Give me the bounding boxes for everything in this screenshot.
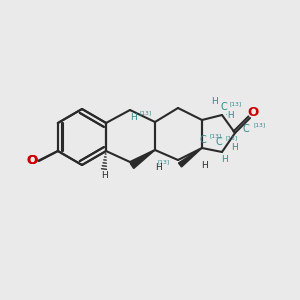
- Text: H: H: [100, 171, 107, 180]
- Polygon shape: [130, 150, 155, 169]
- Text: [13]: [13]: [226, 136, 238, 140]
- Text: [13]: [13]: [230, 101, 242, 106]
- Text: C: C: [216, 137, 222, 147]
- Text: H: H: [154, 163, 161, 172]
- Text: H: H: [231, 143, 237, 152]
- Text: C: C: [200, 135, 206, 145]
- Text: [13]: [13]: [139, 110, 151, 116]
- Text: C: C: [220, 102, 227, 112]
- Polygon shape: [178, 148, 202, 167]
- Text: O: O: [248, 106, 259, 119]
- Text: [13]: [13]: [157, 160, 169, 164]
- Text: O: O: [26, 154, 38, 167]
- Text: H: H: [202, 161, 208, 170]
- Text: H: H: [130, 112, 137, 122]
- Text: ·H: ·H: [225, 112, 235, 121]
- Text: [13]: [13]: [253, 122, 265, 128]
- Text: H: H: [222, 154, 228, 164]
- Text: H: H: [211, 97, 218, 106]
- Text: [13]: [13]: [210, 134, 222, 139]
- Text: O: O: [26, 154, 38, 167]
- Text: C: C: [243, 124, 249, 134]
